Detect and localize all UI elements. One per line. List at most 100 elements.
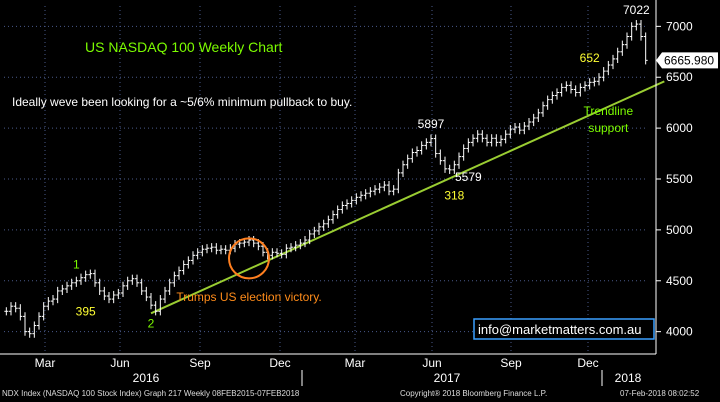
price-bar bbox=[51, 295, 55, 306]
y-axis: 4000 4500 5000 5500 6000 6500 7000 6665.980 bbox=[655, 0, 718, 354]
price-bars bbox=[4, 20, 648, 338]
price-bar bbox=[480, 130, 485, 143]
price-bar bbox=[251, 235, 256, 248]
price-bar bbox=[69, 278, 74, 290]
price-bar bbox=[433, 134, 438, 158]
price-bar bbox=[494, 134, 499, 147]
footer-source: NDX Index (NASDAQ 100 Stock Index) Graph… bbox=[2, 389, 300, 398]
price-bar bbox=[65, 281, 69, 293]
price-bar bbox=[74, 276, 79, 287]
price-bar bbox=[97, 278, 102, 296]
price-bar bbox=[321, 219, 326, 231]
price-bar bbox=[536, 108, 541, 123]
price-bar bbox=[88, 269, 93, 279]
chart-annotations: 1 395 2 5897 5579 318 652 7022 Trendline support T… bbox=[73, 3, 650, 330]
price-bar bbox=[186, 256, 191, 269]
price-bar bbox=[307, 229, 312, 245]
price-bar bbox=[270, 248, 275, 260]
price-bar bbox=[419, 141, 424, 155]
price-bar bbox=[363, 189, 368, 200]
x-year-label: 2017 bbox=[434, 371, 461, 385]
y-tick-label: 6000 bbox=[666, 121, 693, 135]
price-bar bbox=[475, 130, 480, 143]
price-bar bbox=[489, 134, 494, 147]
price-bar bbox=[634, 20, 639, 31]
price-bar bbox=[606, 60, 611, 76]
price-bar bbox=[181, 260, 186, 275]
price-bar bbox=[527, 117, 531, 131]
price-bar bbox=[457, 152, 461, 169]
price-bar bbox=[578, 83, 583, 97]
price-bar bbox=[597, 73, 601, 86]
footer-timestamp: 07-Feb-2018 08:02:52 bbox=[620, 389, 700, 398]
price-bar bbox=[102, 286, 107, 301]
price-bar bbox=[139, 278, 144, 296]
annotation-label: 5897 bbox=[418, 117, 445, 131]
price-bar bbox=[111, 290, 116, 304]
price-bar bbox=[41, 302, 46, 321]
x-year-label: 2016 bbox=[133, 371, 160, 385]
price-bar bbox=[461, 144, 466, 161]
price-bar bbox=[331, 210, 335, 224]
price-bar bbox=[18, 304, 23, 321]
price-bar bbox=[615, 47, 620, 63]
price-bar bbox=[60, 284, 65, 296]
annotation-label: 652 bbox=[580, 51, 600, 65]
price-bar bbox=[349, 196, 354, 208]
y-tick-label: 4000 bbox=[666, 325, 693, 339]
x-month-label: Sep bbox=[500, 356, 522, 370]
price-bar bbox=[531, 113, 536, 127]
price-bar bbox=[391, 185, 396, 196]
price-bar bbox=[405, 154, 410, 169]
price-bar bbox=[522, 122, 527, 135]
price-bar bbox=[4, 307, 9, 316]
price-bar bbox=[573, 85, 578, 97]
price-bar bbox=[587, 78, 592, 90]
price-bar bbox=[340, 201, 345, 214]
price-bar bbox=[167, 278, 172, 296]
price-bar bbox=[79, 273, 83, 285]
price-bar bbox=[289, 243, 293, 253]
annotation-label: 318 bbox=[444, 188, 464, 202]
price-bar bbox=[555, 88, 559, 100]
price-bar bbox=[9, 302, 13, 316]
price-bar bbox=[27, 327, 32, 338]
price-bar bbox=[643, 32, 648, 65]
price-bar bbox=[517, 123, 522, 135]
y-tick-label: 6500 bbox=[666, 70, 693, 84]
price-bar bbox=[429, 134, 433, 147]
price-bar bbox=[503, 130, 508, 144]
price-bar bbox=[135, 274, 139, 287]
x-month-label: Mar bbox=[35, 356, 56, 370]
price-bar bbox=[485, 134, 489, 147]
price-bar bbox=[298, 239, 303, 250]
price-bar bbox=[415, 146, 419, 157]
price-bar bbox=[499, 135, 503, 147]
price-bar bbox=[83, 270, 88, 282]
x-year-label: 2018 bbox=[615, 371, 642, 385]
annotation-label: 7022 bbox=[623, 3, 650, 17]
price-bar bbox=[545, 95, 550, 110]
chart-subtitle: Ideally weve been looking for a ~5/6% mi… bbox=[12, 95, 352, 109]
price-bar bbox=[377, 183, 382, 194]
chart-title: US NASDAQ 100 Weekly Chart bbox=[85, 39, 282, 55]
price-bar bbox=[312, 226, 317, 239]
price-bar bbox=[541, 101, 545, 117]
price-bar bbox=[345, 199, 349, 210]
watermark-box: info@marketmatters.com.au bbox=[473, 318, 655, 340]
price-bar bbox=[620, 40, 625, 56]
price-bar bbox=[209, 243, 214, 253]
footer-copyright: Copyright® 2018 Bloomberg Finance L.P. bbox=[400, 389, 548, 398]
price-bar bbox=[125, 276, 130, 290]
price-bar bbox=[55, 286, 60, 304]
price-bar bbox=[200, 245, 205, 257]
watermark-text: info@marketmatters.com.au bbox=[478, 322, 641, 337]
x-month-label: Dec bbox=[577, 356, 598, 370]
price-bar bbox=[177, 266, 181, 280]
price-bar bbox=[401, 160, 405, 177]
price-bar bbox=[214, 243, 219, 255]
price-bar bbox=[205, 244, 209, 254]
price-bar bbox=[424, 138, 429, 150]
price-bar bbox=[93, 269, 97, 287]
price-bar bbox=[592, 77, 597, 87]
